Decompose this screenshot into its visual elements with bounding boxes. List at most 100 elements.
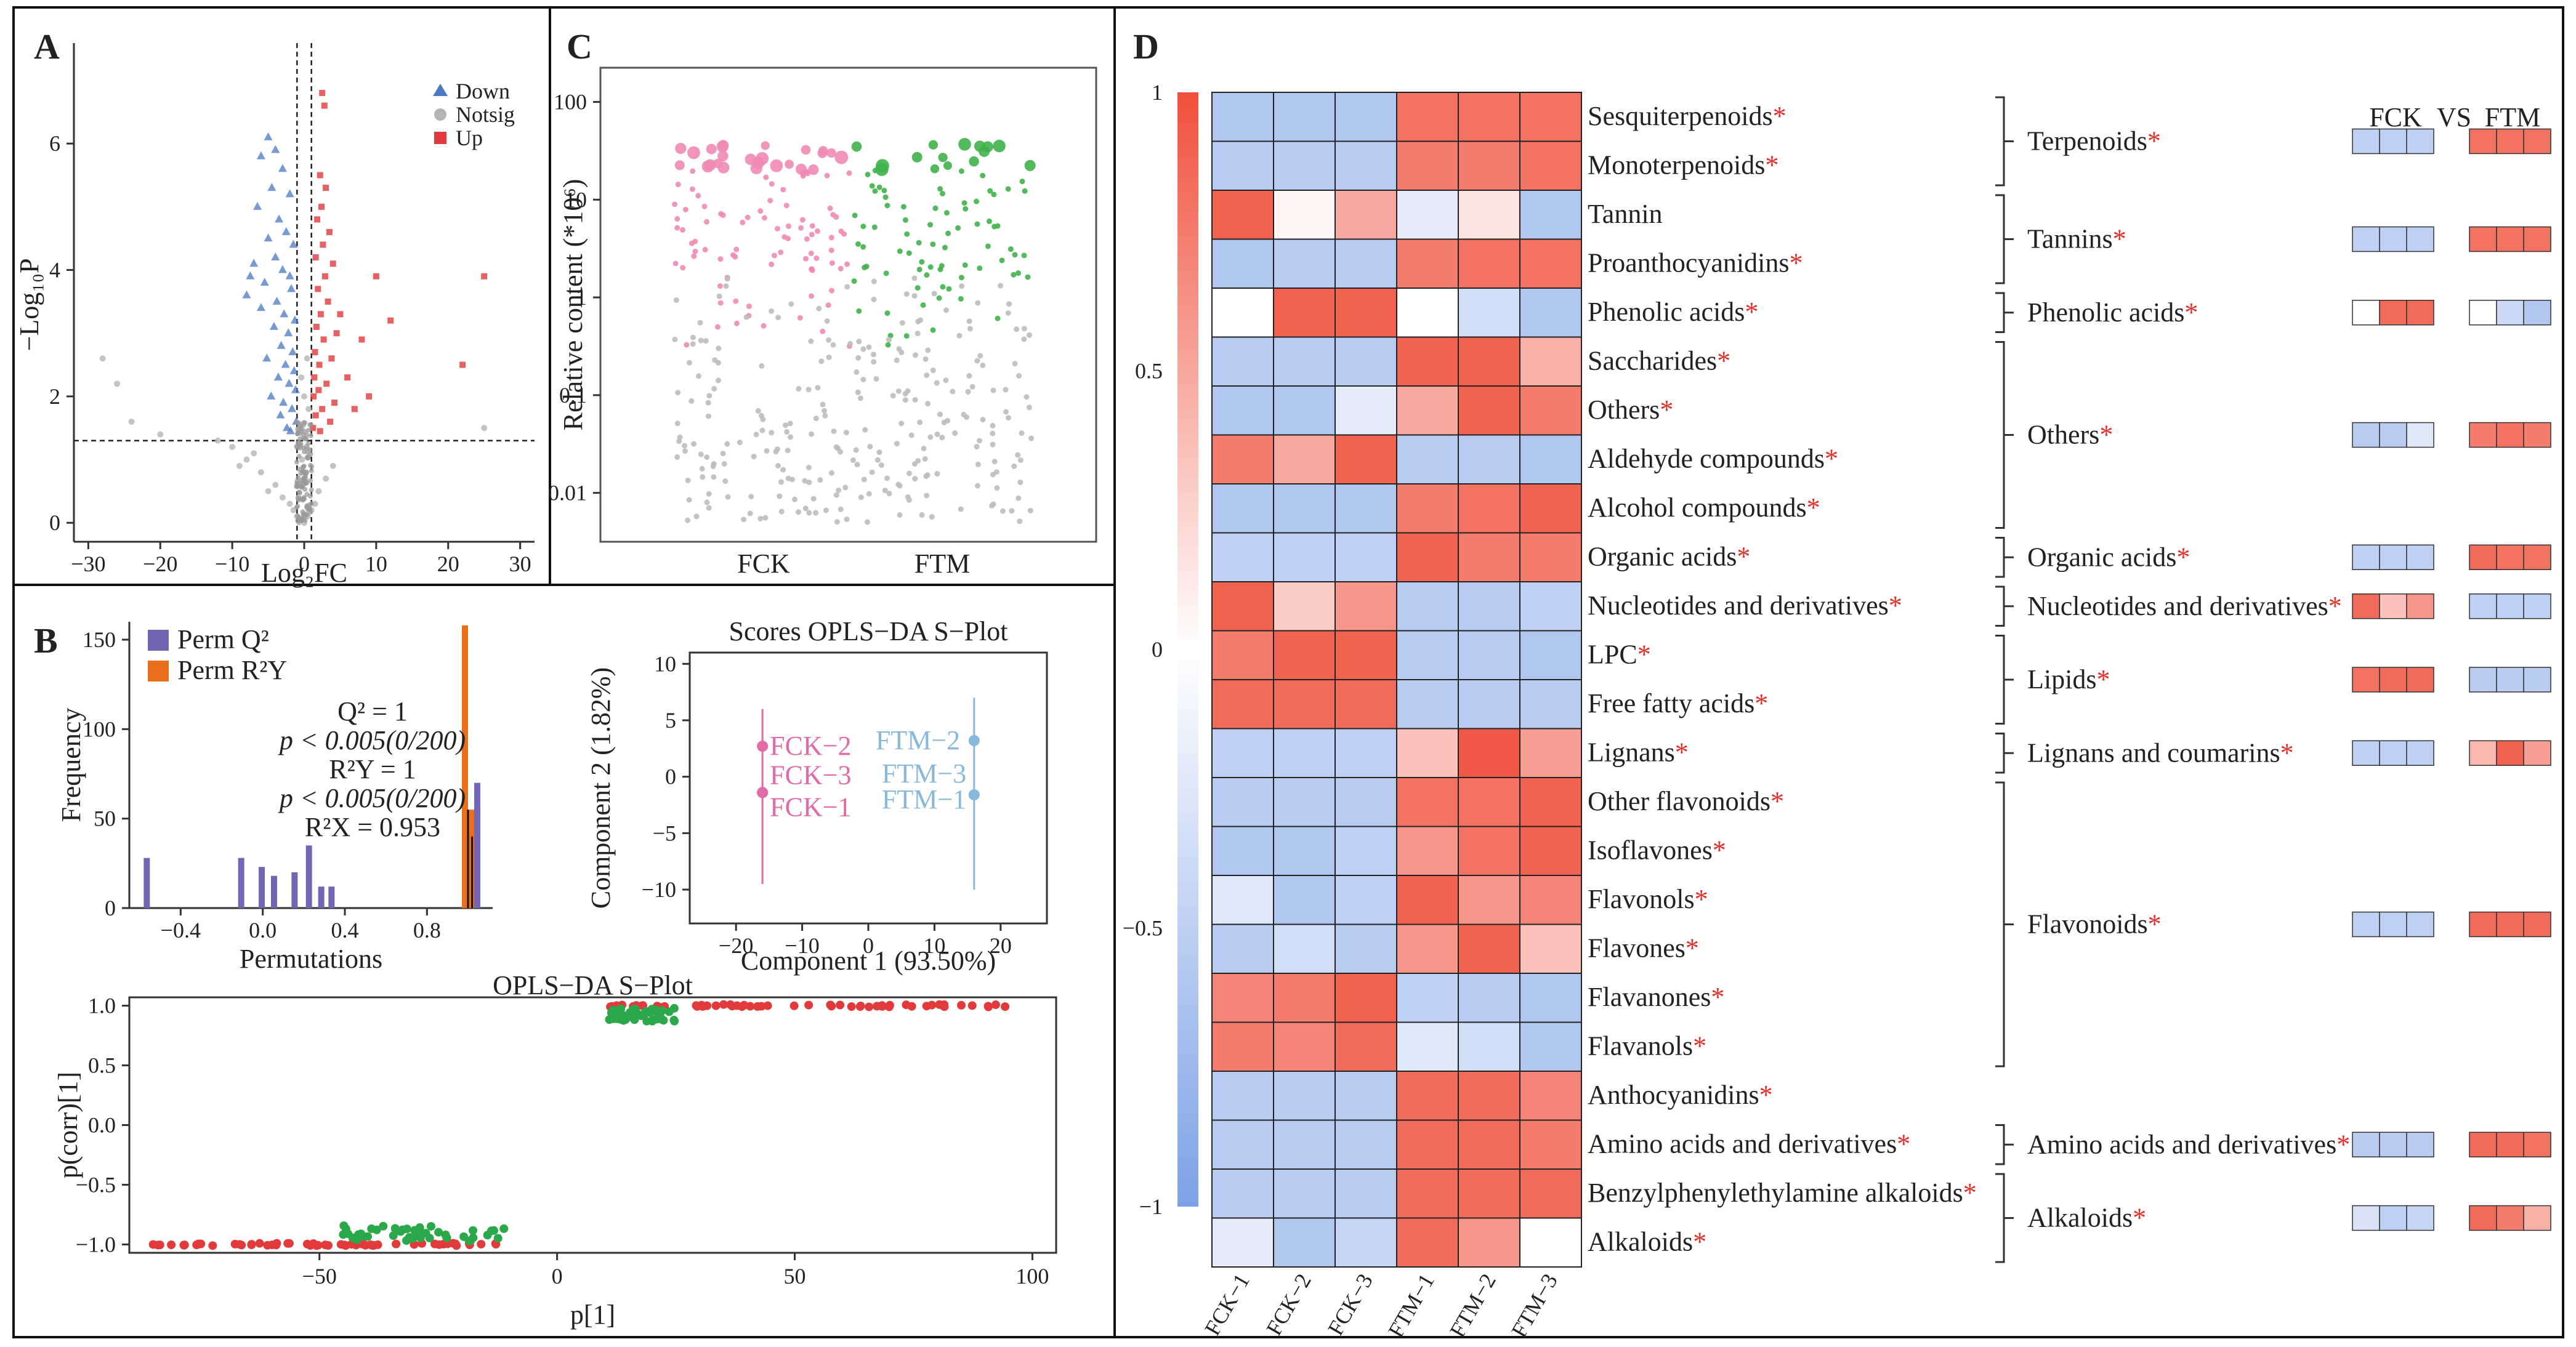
heatmap-cell [1334,1021,1397,1072]
group-ftm-swatch [2523,667,2551,693]
volcano-point-notsig [295,420,301,425]
volcano-point-notsig [114,380,121,387]
strip-point [795,163,807,175]
strip-point [724,276,730,282]
volcano-point-notsig [305,441,311,446]
strip-point [698,451,704,457]
heatmap-cell [1334,190,1397,240]
splot-point [1001,1002,1010,1011]
heatmap-cell [1458,1168,1520,1219]
strip-point [911,275,918,281]
strip-point [980,417,986,423]
group-bracket [1995,96,2014,187]
strip-point [871,359,877,365]
strip-point [733,246,740,252]
strip-point [796,386,802,392]
strip-point [912,396,918,403]
heatmap-cell [1334,434,1397,485]
strip-point [733,298,739,304]
heatmap-cell [1334,532,1397,582]
strip-point [952,430,958,436]
heatmap-cell [1211,483,1274,534]
strip-point [698,337,704,344]
strip-point [922,456,928,462]
strip-point [684,342,690,348]
splot-point [490,1226,499,1235]
strip-point [806,480,812,486]
row-label: Sesquiterpenoids* [1588,101,1787,131]
x-tick-label: 0 [552,1264,563,1289]
strip-point [890,393,896,399]
splot-point [631,1005,640,1014]
x-tick-label: 10 [365,552,387,576]
strip-point [897,512,903,518]
heatmap-cell [1458,973,1520,1023]
volcano-point-notsig [309,468,314,473]
strip-point [706,491,712,497]
strip-point [762,515,769,521]
group-ftm-swatch [2523,1205,2551,1231]
volcano-point-up [310,425,317,432]
strip-point [1027,332,1033,338]
strip-point [920,302,926,308]
strip-point [930,327,936,333]
volcano-point-down [281,360,290,368]
heatmap-cell [1273,875,1336,925]
stat-annotation: p < 0.005(0/200) [278,725,466,755]
group-header-vs: VS [2437,102,2471,132]
group-fck-swatch [2379,422,2407,448]
splot-point [612,1014,621,1023]
strip-point [703,219,709,225]
volcano-point-down [281,227,291,235]
strip-point [916,239,922,246]
volcano-point-notsig [305,406,312,412]
heatmap-cell [1396,923,1459,974]
strip-point [847,340,854,347]
splot-point [367,1224,376,1233]
plot-frame [599,66,1097,543]
splot-point [984,1002,993,1011]
strip-point [693,513,700,520]
heatmap-cell [1273,581,1336,632]
heatmap-cell [1458,434,1520,485]
legend-marker-notsig [434,108,446,121]
volcano-point-down [272,296,281,305]
splot-point [477,1239,486,1248]
strip-point [974,358,980,364]
heatmap-cell [1273,1071,1336,1121]
strip-point [855,241,861,247]
group-fck-swatch [2379,226,2407,252]
strip-point [771,252,777,259]
volcano-point-notsig [279,494,286,501]
heatmap-cell [1211,1168,1274,1219]
volcano-point-notsig [304,436,309,441]
group-fck-swatch [2406,740,2434,766]
volcano-point-down [256,303,265,312]
y-tick-label: 0.1 [559,383,587,408]
group-ftm-swatch [2523,226,2551,252]
volcano-point-up [344,374,351,381]
group-fck-swatch [2352,911,2380,938]
strip-point [791,496,797,502]
strip-point [872,188,878,194]
volcano-point-notsig [308,433,313,438]
volcano-point-notsig [304,432,310,438]
strip-point [687,360,693,366]
volcano-point-up [459,361,466,368]
strip-point [1015,270,1021,276]
strip-point [995,315,1001,321]
strip-point [884,310,890,316]
y-tick-label: 0 [49,510,60,535]
volcano-point-up [317,428,323,435]
splot-point [208,1241,217,1250]
splot-point [847,1002,856,1011]
splot-point [272,1239,281,1248]
group-ftm-swatch [2523,422,2551,448]
heatmap-cell [1396,532,1459,582]
volcano-point-down [271,252,280,260]
heatmap-cell [1273,679,1336,730]
splot-point [878,1002,887,1011]
strip-point [769,430,775,436]
strip-point [833,214,839,220]
volcano-point-up [320,336,327,343]
